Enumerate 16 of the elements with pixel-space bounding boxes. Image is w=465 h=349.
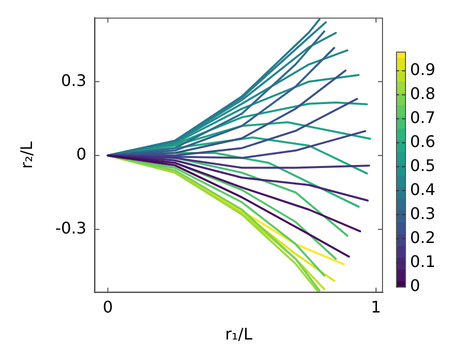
- x-axis-title: r₁/L: [225, 324, 252, 344]
- y-tick-label: 0.3: [60, 70, 86, 90]
- y-axis-title: r₂/L: [16, 141, 36, 169]
- color-bar-label: 0.8: [410, 84, 436, 103]
- y-tick-label: -0.3: [55, 218, 86, 238]
- color-bar-label: 0.4: [410, 180, 436, 199]
- color-bar-label: 0.3: [410, 204, 436, 223]
- color-bar-label: 0.1: [410, 252, 436, 271]
- color-bar-label: 0.5: [410, 156, 436, 175]
- color-bar-label: 0.2: [410, 228, 436, 247]
- color-bar-label: 0.7: [410, 108, 436, 127]
- color-bar-label: 0.6: [410, 132, 436, 151]
- y-tick-label: 0: [76, 144, 86, 164]
- color-bar-label: 0: [410, 276, 420, 295]
- color-bar-label: 0.9: [410, 60, 436, 79]
- x-tick-label: 1: [370, 297, 382, 316]
